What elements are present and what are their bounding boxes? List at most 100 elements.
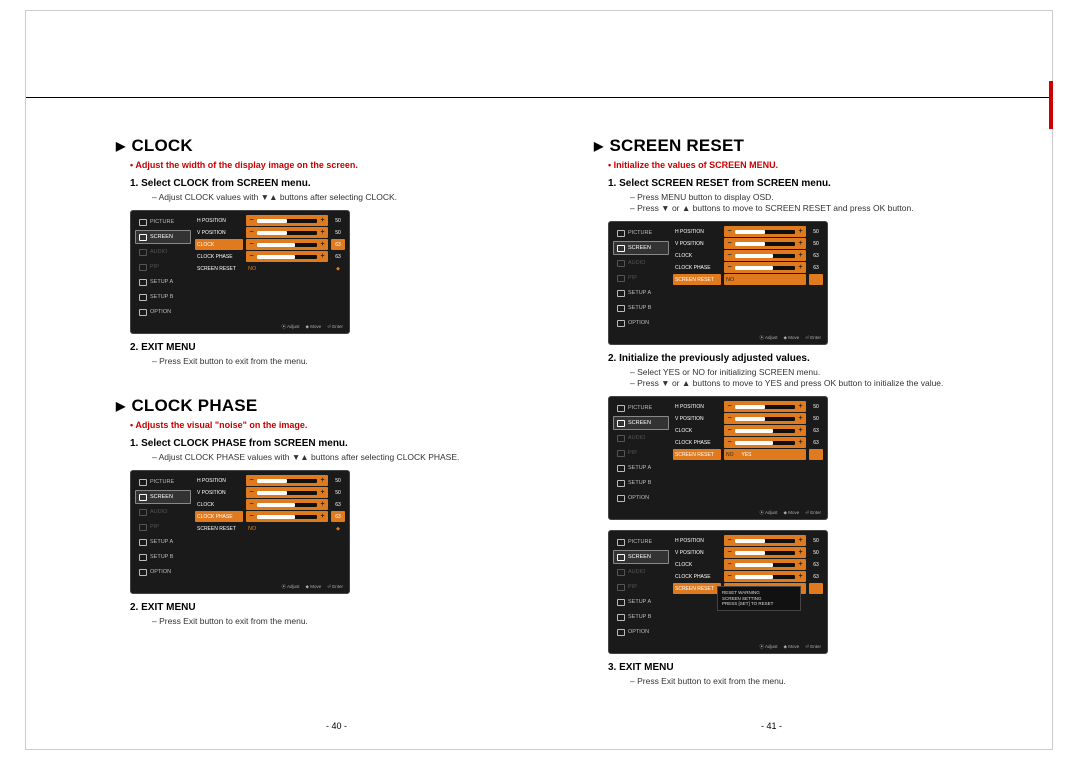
osd-row-value: 63 [331,251,345,262]
osd-row-value: 50 [331,215,345,226]
slider-track [257,231,317,235]
minus-icon: − [726,413,733,424]
rule-top [26,97,1052,98]
osd-menu-item: OPTION [613,491,669,505]
menu-label: SETUP A [150,279,173,285]
clockphase-step2: 2. EXIT MENU [130,602,534,613]
screenreset-title: SCREEN RESET [594,136,1012,156]
menu-label: PICTURE [628,539,652,545]
pagenum-right: - 41 - [761,721,782,731]
clock-step2: 2. EXIT MENU [130,342,534,353]
osd-row-label: V POSITION [673,238,721,249]
osd-row-label: CLOCK PHASE [673,437,721,448]
menu-icon [617,450,625,457]
menu-icon [617,320,625,327]
osd-row: CLOCK PHASE−+63 [673,437,823,448]
clockphase-note1: Adjust CLOCK PHASE values with ▼▲ button… [152,452,534,462]
menu-label: SETUP B [628,305,651,311]
plus-icon: + [319,251,326,262]
osd-footer-hint: ⦿ Adjust [281,584,299,590]
plus-icon: + [319,239,326,250]
slider-track [257,243,317,247]
osd-row-label: V POSITION [673,413,721,424]
menu-icon [617,305,625,312]
menu-label: OPTION [150,569,171,575]
osd-row-label: H POSITION [673,226,721,237]
osd-row-label: CLOCK [673,425,721,436]
menu-icon [139,494,147,501]
osd-menu-item: AUDIO [613,256,669,270]
osd-menu-item: SCREEN [135,490,191,504]
osd-footer-hint: ⏎ Enter [327,584,343,590]
plus-icon: + [319,499,326,510]
osd-row: H POSITION−+50 [673,535,823,546]
menu-label: PIP [628,584,637,590]
osd-menu-item: SETUP B [613,301,669,315]
osd-menu-item: SCREEN [135,230,191,244]
osd-row-value: 63 [809,425,823,436]
slider-track [735,429,795,433]
osd-row-label: V POSITION [195,227,243,238]
osd-menu-item: PICTURE [135,475,191,489]
menu-label: SETUP A [628,465,651,471]
clock-note2: Press Exit button to exit from the menu. [152,356,534,366]
menu-label: SETUP B [150,554,173,560]
menu-icon [139,279,147,286]
osd-row-label: CLOCK [195,499,243,510]
osd-menu-item: SETUP B [135,290,191,304]
osd-row: V POSITION−+50 [673,547,823,558]
clockphase-title: CLOCK PHASE [116,396,534,416]
menu-label: SETUP A [628,599,651,605]
menu-icon [617,405,625,412]
slider-track [735,254,795,258]
menu-label: SCREEN [150,494,173,500]
menu-label: PICTURE [628,405,652,411]
osd-menu-item: AUDIO [135,505,191,519]
osd-row-label: V POSITION [673,547,721,558]
reset-option: YES [742,452,752,458]
plus-icon: + [797,535,804,546]
menu-label: SETUP A [628,290,651,296]
menu-label: SETUP B [628,614,651,620]
minus-icon: − [726,238,733,249]
minus-icon: − [726,559,733,570]
osd-row-label: SCREEN RESET [673,274,721,285]
plus-icon: + [797,238,804,249]
menu-icon [139,539,147,546]
osd-menu-item: PIP [135,520,191,534]
minus-icon: − [726,437,733,448]
pagenum-left: - 40 - [326,721,347,731]
osd-row-value: 50 [809,413,823,424]
reset-warning-overlay: RESET WARNINGSCREEN SETTINGPRESS [SET] T… [717,586,801,611]
osd-row: SCREEN RESETNO◆ [195,263,345,274]
osd-row: H POSITION−+50 [673,226,823,237]
plus-icon: + [797,425,804,436]
menu-icon [617,584,625,591]
menu-icon [617,245,625,252]
menu-icon [617,230,625,237]
osd-row-value: 50 [331,487,345,498]
osd-row: V POSITION−+50 [195,487,345,498]
menu-icon [139,249,147,256]
osd-menu-item: OPTION [613,316,669,330]
osd-row: SCREEN RESETNO◆ [673,274,823,285]
osd-footer-hint: ◆ Move [306,584,322,590]
menu-label: PIP [150,264,159,270]
menu-label: SCREEN [628,554,651,560]
osd-footer: ⦿ Adjust ◆ Move ⏎ Enter [281,584,343,590]
menu-label: OPTION [628,629,649,635]
osd-row-value: 63 [809,571,823,582]
osd-menu-item: SETUP A [135,275,191,289]
osd-row-label: CLOCK PHASE [673,262,721,273]
osd-row: CLOCK PHASE−+63 [673,262,823,273]
minus-icon: − [726,226,733,237]
menu-label: SCREEN [150,234,173,240]
menu-icon [617,539,625,546]
osd-footer: ⦿ Adjust◆ Move⏎ Enter [759,510,821,516]
plus-icon: + [319,511,326,522]
osd-row: V POSITION−+50 [195,227,345,238]
osd-footer-hint: ⦿ Adjust [759,335,777,341]
osd-footer-hint: ⦿ Adjust [759,644,777,650]
osd-footer: ⦿ Adjust◆ Move⏎ Enter [759,644,821,650]
osd-row-label: CLOCK PHASE [673,571,721,582]
